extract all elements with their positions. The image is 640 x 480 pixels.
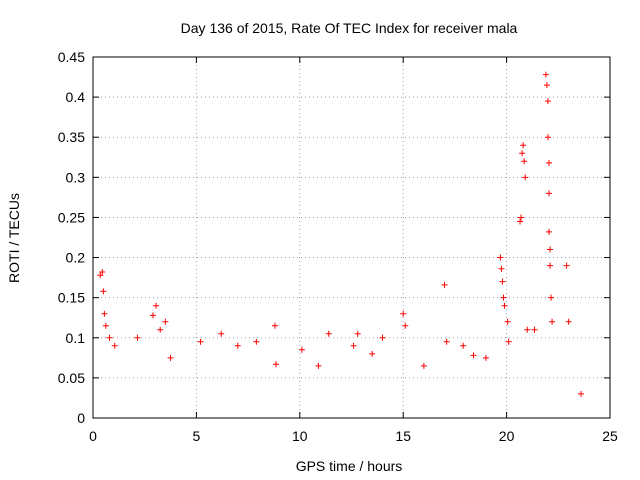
data-point (547, 246, 554, 253)
data-point (369, 350, 376, 357)
data-point (111, 342, 118, 349)
data-point (99, 268, 106, 275)
data-point (518, 214, 525, 221)
data-point (563, 262, 570, 269)
data-point (524, 326, 531, 333)
data-point (504, 318, 511, 325)
y-tick-label: 0.4 (66, 89, 86, 105)
data-point (420, 362, 427, 369)
x-tick-label: 0 (89, 428, 97, 444)
y-axis-label: ROTI / TECUs (6, 193, 22, 283)
data-point (379, 334, 386, 341)
x-tick-label: 5 (193, 428, 201, 444)
data-point (167, 354, 174, 361)
data-point (547, 262, 554, 269)
data-point (253, 338, 260, 345)
data-points (97, 71, 585, 397)
y-tick-label: 0.05 (58, 370, 85, 386)
data-point (499, 278, 506, 285)
data-point (531, 326, 538, 333)
data-point (497, 254, 504, 261)
x-axis-ticks: 0 5 10 15 20 25 (89, 57, 618, 444)
data-point (325, 330, 332, 337)
data-point (218, 330, 225, 337)
data-point (543, 82, 550, 89)
data-point (545, 159, 552, 166)
data-point (162, 318, 169, 325)
data-point (521, 158, 528, 165)
data-point (97, 272, 104, 279)
data-point (273, 361, 280, 368)
y-tick-label: 0.2 (66, 250, 86, 266)
data-point (100, 288, 107, 295)
y-axis-ticks: 0 0.05 0.1 0.15 0.2 0.25 0.3 0.35 0.4 0.45 (58, 49, 610, 426)
data-point (315, 362, 322, 369)
chart-title: Day 136 of 2015, Rate Of TEC Index for r… (181, 20, 518, 36)
data-point (565, 318, 572, 325)
data-point (197, 338, 204, 345)
data-point (470, 352, 477, 359)
data-point (400, 310, 407, 317)
data-point (350, 342, 357, 349)
data-point (544, 134, 551, 141)
data-point (500, 294, 507, 301)
data-point (134, 334, 141, 341)
y-tick-label: 0.1 (66, 330, 86, 346)
data-point (542, 71, 549, 78)
data-point (460, 342, 467, 349)
data-point (517, 218, 524, 225)
data-point (153, 302, 160, 309)
y-tick-label: 0.45 (58, 49, 85, 65)
data-point (443, 338, 450, 345)
data-point (548, 294, 555, 301)
data-point (545, 228, 552, 235)
y-tick-label: 0.3 (66, 169, 86, 185)
data-point (544, 98, 551, 105)
data-point (482, 354, 489, 361)
data-point (234, 342, 241, 349)
data-point (298, 346, 305, 353)
data-point (519, 150, 526, 157)
x-tick-label: 15 (395, 428, 411, 444)
gridlines (93, 57, 610, 418)
plot-frame (92, 56, 611, 419)
x-tick-label: 20 (499, 428, 515, 444)
y-tick-label: 0 (77, 410, 85, 426)
data-point (149, 312, 156, 319)
data-point (402, 322, 409, 329)
data-point (354, 330, 361, 337)
data-point (102, 322, 109, 329)
data-point (271, 322, 278, 329)
data-point (498, 265, 505, 272)
data-point (157, 326, 164, 333)
data-point (578, 390, 585, 397)
data-point (522, 174, 529, 181)
data-point (101, 310, 108, 317)
data-point (106, 334, 113, 341)
data-point (545, 190, 552, 197)
data-point (520, 142, 527, 149)
data-point (549, 318, 556, 325)
x-axis-label: GPS time / hours (296, 458, 403, 474)
y-tick-label: 0.35 (58, 129, 85, 145)
y-tick-label: 0.25 (58, 209, 85, 225)
x-tick-label: 10 (292, 428, 308, 444)
y-tick-label: 0.15 (58, 290, 85, 306)
data-point (501, 302, 508, 309)
data-point (505, 338, 512, 345)
x-tick-label: 25 (602, 428, 618, 444)
data-point (441, 281, 448, 288)
